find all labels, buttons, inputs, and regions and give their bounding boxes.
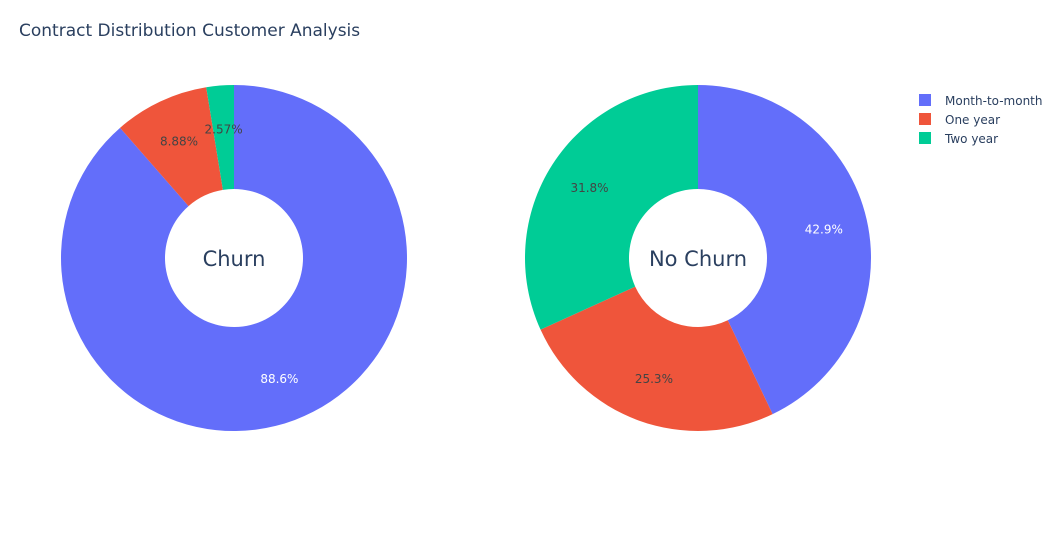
legend-item-month-to-month[interactable]: Month-to-month	[945, 94, 1043, 108]
legend-swatch-one-year[interactable]	[919, 113, 931, 125]
legend[interactable]: Month-to-month One year Two year	[919, 94, 1043, 146]
no-churn-slice-two-year[interactable]	[525, 85, 698, 330]
no-churn-label-one-year: 25.3%	[635, 372, 673, 386]
churn-slice-two-year[interactable]	[206, 85, 234, 190]
no-churn-slice-one-year[interactable]	[540, 286, 773, 431]
no-churn-label-month-to-month: 42.9%	[805, 222, 843, 236]
no-churn-slice-month-to-month[interactable]	[698, 85, 871, 415]
churn-label-month-to-month: 88.6%	[260, 372, 298, 386]
churn-slice-month-to-month[interactable]	[61, 85, 408, 432]
no-churn-center-label: No Churn	[649, 247, 747, 271]
legend-item-two-year[interactable]: Two year	[944, 132, 998, 146]
churn-label-two-year: 2.57%	[205, 122, 243, 136]
chart-title: Contract Distribution Customer Analysis	[19, 21, 360, 41]
no-churn-donut[interactable]: 42.9% 25.3% 31.8% No Churn	[525, 85, 871, 431]
legend-swatch-month-to-month[interactable]	[919, 94, 931, 106]
legend-swatch-two-year[interactable]	[919, 132, 931, 144]
legend-item-one-year[interactable]: One year	[945, 113, 1000, 127]
churn-donut[interactable]: 88.6% 8.88% 2.57% Churn	[61, 85, 408, 432]
churn-slice-one-year[interactable]	[120, 87, 223, 207]
no-churn-label-two-year: 31.8%	[570, 181, 608, 195]
churn-center-label: Churn	[203, 247, 266, 271]
churn-label-one-year: 8.88%	[160, 134, 198, 148]
